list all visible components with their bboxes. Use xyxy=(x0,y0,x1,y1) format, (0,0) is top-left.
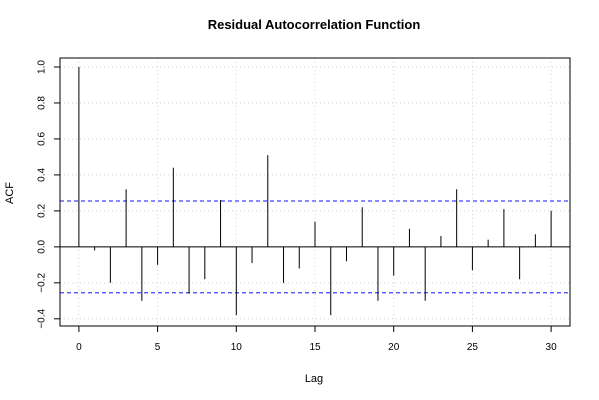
confidence-bounds xyxy=(60,200,570,294)
y-tick-label: 1.0 xyxy=(37,60,48,74)
x-axis: 0 5 10 15 20 25 30 xyxy=(76,325,558,353)
y-axis: −0.4 −0.2 0.0 0.2 0.4 0.6 0.8 1.0 xyxy=(37,60,60,329)
x-tick-label: 25 xyxy=(467,342,479,353)
y-tick-label: −0.4 xyxy=(37,309,48,329)
y-axis-label: ACF xyxy=(4,182,16,204)
x-tick-label: 30 xyxy=(546,342,558,353)
y-tick-label: −0.2 xyxy=(37,273,48,293)
grid-layer xyxy=(60,58,570,326)
x-axis-label: Lag xyxy=(305,373,323,385)
chart-title: Residual Autocorrelation Function xyxy=(208,17,421,32)
x-tick-label: 0 xyxy=(76,342,82,353)
x-tick-label: 5 xyxy=(155,342,161,353)
y-tick-label: 0.0 xyxy=(37,239,48,253)
y-tick-label: 0.8 xyxy=(37,96,48,110)
y-tick-label: 0.2 xyxy=(37,203,48,217)
x-tick-label: 10 xyxy=(231,342,243,353)
x-tick-label: 15 xyxy=(309,342,321,353)
y-tick-label: 0.6 xyxy=(37,132,48,146)
acf-bars xyxy=(60,66,570,316)
x-tick-label: 20 xyxy=(388,342,400,353)
y-tick-label: 0.4 xyxy=(37,168,48,182)
